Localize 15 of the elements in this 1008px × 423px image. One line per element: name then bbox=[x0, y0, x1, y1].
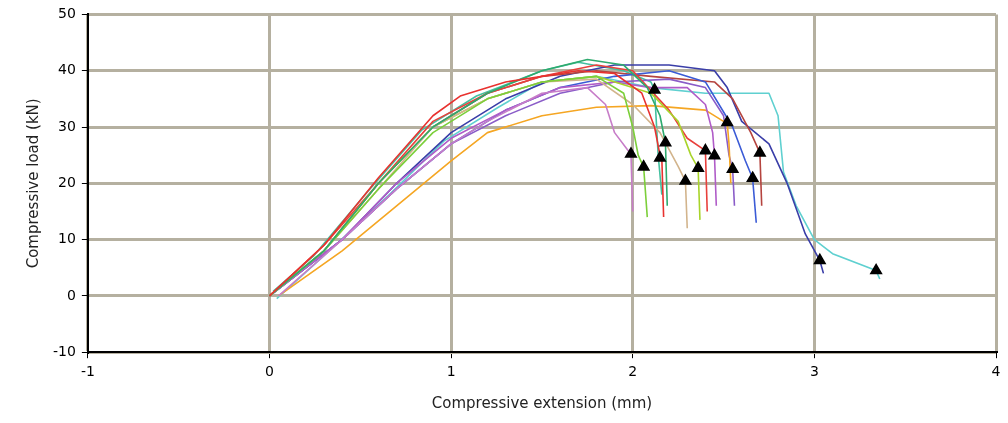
x-tick-label: -1 bbox=[80, 363, 95, 380]
y-tick-label: 0 bbox=[66, 286, 76, 303]
x-tick-label: 2 bbox=[628, 363, 638, 380]
y-tick-label: 20 bbox=[58, 173, 76, 190]
y-tick-label: 10 bbox=[58, 230, 76, 247]
x-tick-label: 1 bbox=[446, 363, 456, 380]
y-axis-title: Compressive load (kN) bbox=[23, 98, 42, 269]
y-tick-label: -10 bbox=[52, 342, 76, 359]
y-tick-label: 50 bbox=[58, 5, 76, 22]
y-tick-label: 30 bbox=[58, 117, 76, 134]
x-tick-label: 3 bbox=[809, 363, 819, 380]
y-tick-label: 40 bbox=[58, 61, 76, 78]
x-axis-title: Compressive extension (mm) bbox=[431, 393, 653, 412]
x-tick-label: 0 bbox=[265, 363, 274, 380]
x-tick-label: 4 bbox=[991, 363, 1001, 380]
